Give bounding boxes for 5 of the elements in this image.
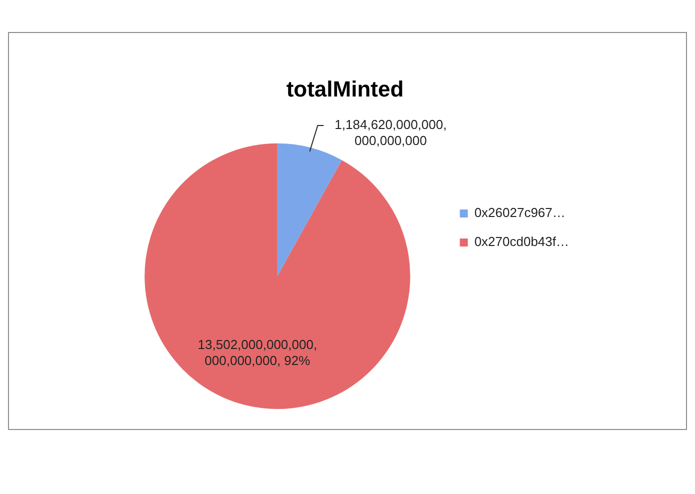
data-label: 1,184,620,000,000,000,000,000 (334, 117, 447, 148)
chart-title: totalMinted (286, 76, 404, 102)
legend-label: 0x26027c967… (474, 205, 566, 220)
data-label: 13,502,000,000,000,000,000,000, 92% (198, 336, 318, 368)
legend-label: 0x270cd0b43f… (474, 234, 570, 250)
